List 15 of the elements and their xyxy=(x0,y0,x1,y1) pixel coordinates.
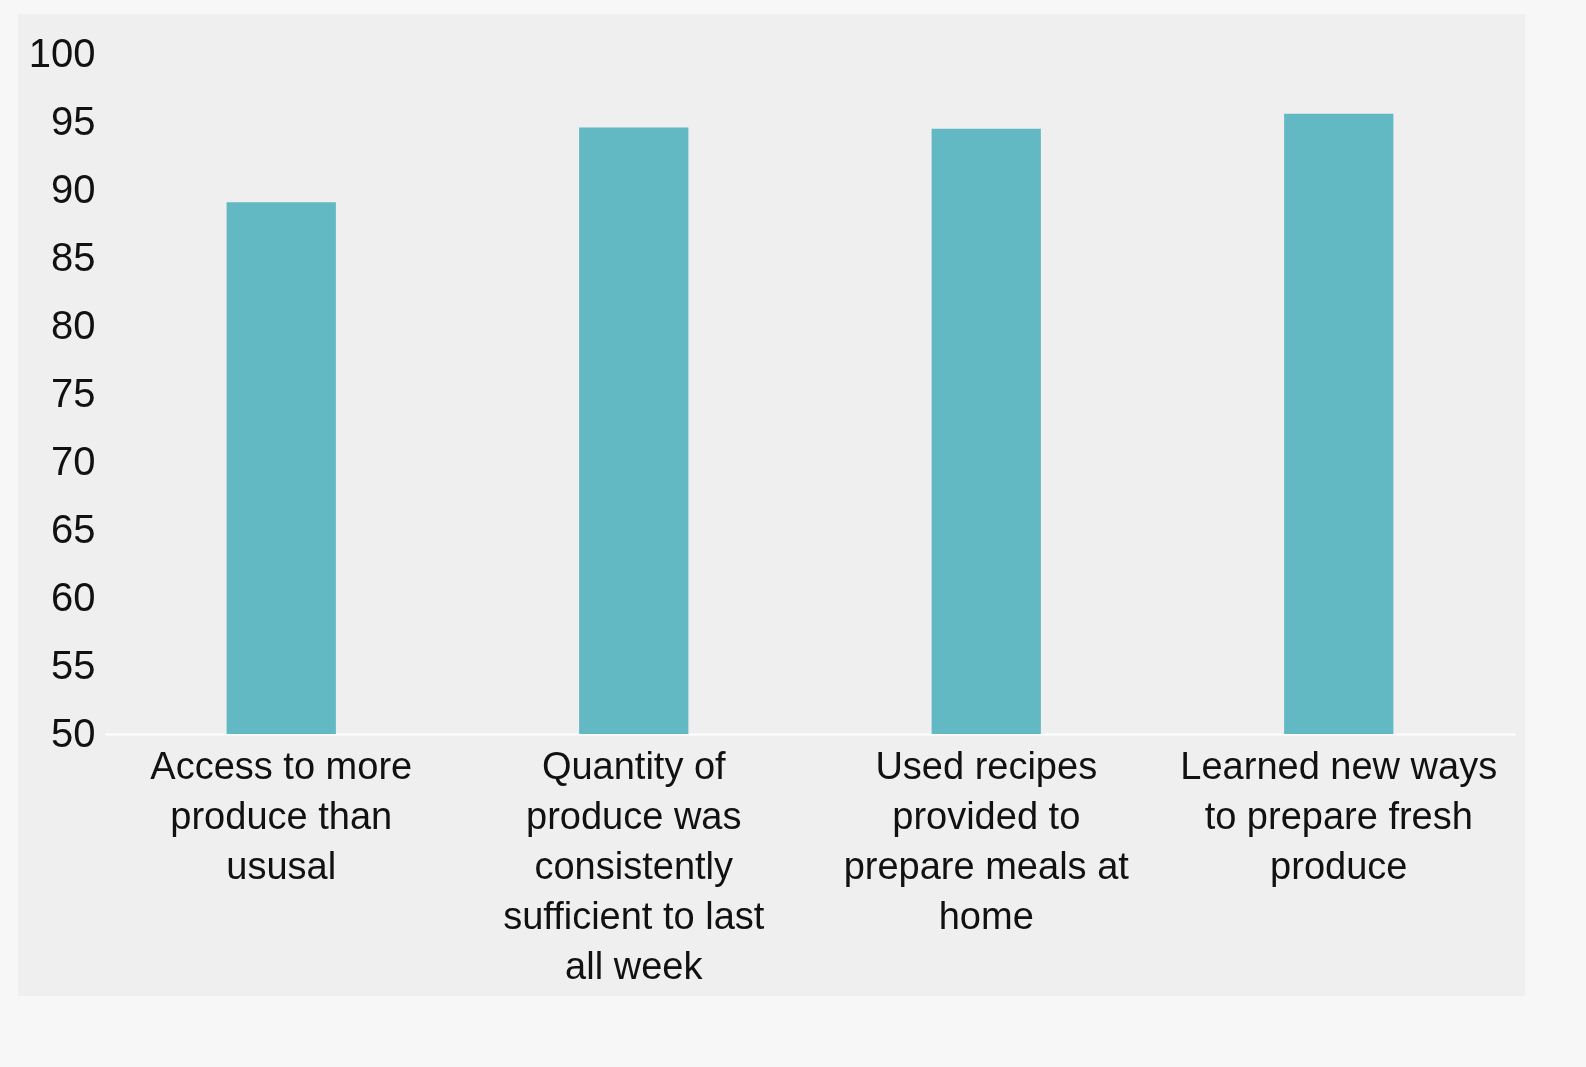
y-tick-label: 50 xyxy=(51,710,96,755)
y-tick-label: 85 xyxy=(51,234,96,279)
y-tick-label: 60 xyxy=(51,574,96,619)
y-tick-label: 55 xyxy=(51,642,96,687)
x-tick-label: Used recipes provided to prepare meals at home xyxy=(843,744,1130,937)
x-tick-label: Quantity of produce was consistently sufficient to last all week xyxy=(503,744,765,987)
y-tick-label: 80 xyxy=(51,302,96,347)
y-tick-label: 65 xyxy=(51,506,96,551)
y-tick-label: 90 xyxy=(51,166,96,211)
x-tick-label: Learned new ways to prepare fresh produce xyxy=(1180,744,1498,887)
y-tick-label: 100 xyxy=(28,30,96,75)
x-tick-label: Access to more produce than ususal xyxy=(150,744,413,887)
y-tick-label: 70 xyxy=(51,438,96,483)
y-tick-label: 75 xyxy=(51,370,96,415)
y-tick-label: 95 xyxy=(51,98,96,143)
